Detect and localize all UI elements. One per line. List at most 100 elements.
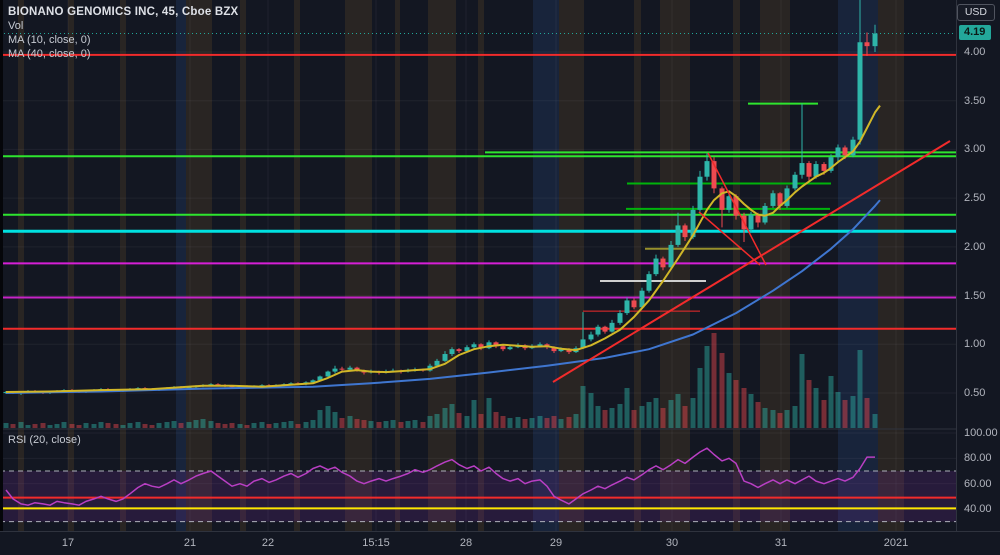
candle-body: [828, 157, 834, 171]
volume-bar: [339, 418, 345, 428]
volume-bar: [127, 423, 133, 428]
volume-bar: [193, 420, 199, 428]
candle-body: [770, 193, 776, 206]
volume-bar: [40, 423, 46, 428]
volume-bar: [573, 414, 579, 428]
trendline[interactable]: [698, 211, 761, 266]
candle-body: [668, 244, 674, 268]
legend-indicator-ma10[interactable]: MA (10, close, 0): [8, 34, 91, 46]
volume-bar: [770, 410, 776, 428]
volume-bar: [310, 420, 316, 428]
volume-bar: [281, 422, 287, 428]
session-band: [345, 0, 372, 531]
volume-bar: [507, 418, 513, 428]
time-tick: 31: [774, 537, 788, 549]
volume-bar: [755, 402, 761, 428]
volume-bar: [493, 412, 499, 428]
volume-bar: [558, 419, 564, 428]
candle-body: [704, 161, 710, 177]
session-band: [240, 0, 246, 531]
candle-body: [493, 342, 499, 347]
chart-plot[interactable]: [0, 0, 956, 531]
volume-bar: [332, 412, 338, 428]
price-tick: 3.00: [964, 143, 986, 156]
price-axis[interactable]: USD 4.19 4.00 3.50 3.00 2.50 2.00 1.50 1.00 0.5…: [956, 0, 1000, 531]
session-band: [186, 0, 212, 531]
rsi-tick: 40.00: [964, 503, 992, 515]
volume-bar: [602, 410, 608, 428]
volume-bar: [522, 419, 528, 428]
volume-bar: [368, 421, 374, 428]
usd-currency-button[interactable]: USD: [956, 4, 995, 21]
volume-bar: [347, 416, 353, 428]
price-tick: 3.50: [964, 94, 986, 107]
volume-bar: [639, 406, 645, 428]
volume-bar: [835, 392, 841, 428]
volume-bar: [25, 425, 31, 428]
candle-body: [449, 349, 455, 355]
candle-body: [842, 147, 848, 156]
candle-body: [682, 225, 688, 238]
volume-bar: [69, 424, 75, 428]
candle-body: [609, 322, 615, 332]
volume-bar: [405, 421, 411, 428]
legend-indicator-ma40[interactable]: MA (40, close, 0): [8, 48, 91, 60]
legend-indicator-volume[interactable]: Vol: [8, 20, 24, 32]
volume-bar: [32, 424, 38, 428]
volume-bar: [660, 408, 666, 428]
volume-bar: [120, 425, 126, 428]
trendline[interactable]: [707, 152, 767, 266]
session-band: [533, 0, 559, 531]
candle-body: [711, 161, 717, 189]
volume-bar: [675, 394, 681, 428]
ma10-line[interactable]: [5, 105, 881, 393]
volume-bar: [850, 396, 856, 428]
candle-body: [792, 174, 798, 189]
candle-body: [660, 258, 666, 268]
volume-bar: [653, 398, 659, 428]
volume-bar: [383, 421, 389, 428]
volume-bar: [398, 422, 404, 428]
volume-bar: [412, 420, 418, 428]
volume-bar: [668, 400, 674, 428]
candle-body: [456, 349, 462, 352]
time-axis[interactable]: 17 21 22 15:15 28 29 30 31 2021: [0, 531, 1000, 555]
trendline[interactable]: [552, 140, 951, 383]
price-tick: 0.50: [964, 387, 986, 399]
candle-body: [857, 42, 863, 140]
last-price-badge: 4.19: [959, 25, 992, 41]
price-tick: 4.00: [964, 46, 986, 58]
volume-bar: [544, 418, 550, 428]
volume-bar: [792, 406, 798, 428]
candle-body: [186, 387, 192, 389]
candle-body: [755, 214, 761, 223]
rsi-indicator-label[interactable]: RSI (20, close): [8, 434, 81, 446]
session-band: [559, 0, 584, 531]
volume-bar: [354, 419, 360, 428]
candle-body: [762, 205, 768, 223]
candle-body: [726, 196, 732, 210]
candle-body: [835, 147, 841, 158]
candle-body: [339, 368, 345, 370]
volume-bar: [113, 424, 119, 428]
volume-bar: [61, 422, 67, 428]
left-edge-strip: [0, 0, 3, 555]
volume-bar: [704, 346, 710, 428]
time-tick: 15:15: [362, 537, 390, 549]
volume-bar: [142, 424, 148, 428]
candle-body: [347, 367, 353, 370]
rsi-zone: [0, 471, 956, 522]
rsi-line[interactable]: [5, 447, 875, 506]
volume-bar: [244, 425, 250, 428]
volume-bar: [777, 413, 783, 428]
candle-body: [537, 344, 543, 347]
session-band: [120, 0, 126, 531]
candle-body: [478, 344, 484, 349]
session-band: [634, 0, 641, 531]
volume-bar: [266, 424, 272, 428]
candle-body: [864, 42, 870, 47]
volume-bar: [251, 423, 257, 428]
symbol-title[interactable]: BIONANO GENOMICS INC, 45, Cboe BZX: [8, 6, 239, 18]
volume-bar: [427, 416, 433, 428]
volume-bar: [515, 417, 521, 428]
